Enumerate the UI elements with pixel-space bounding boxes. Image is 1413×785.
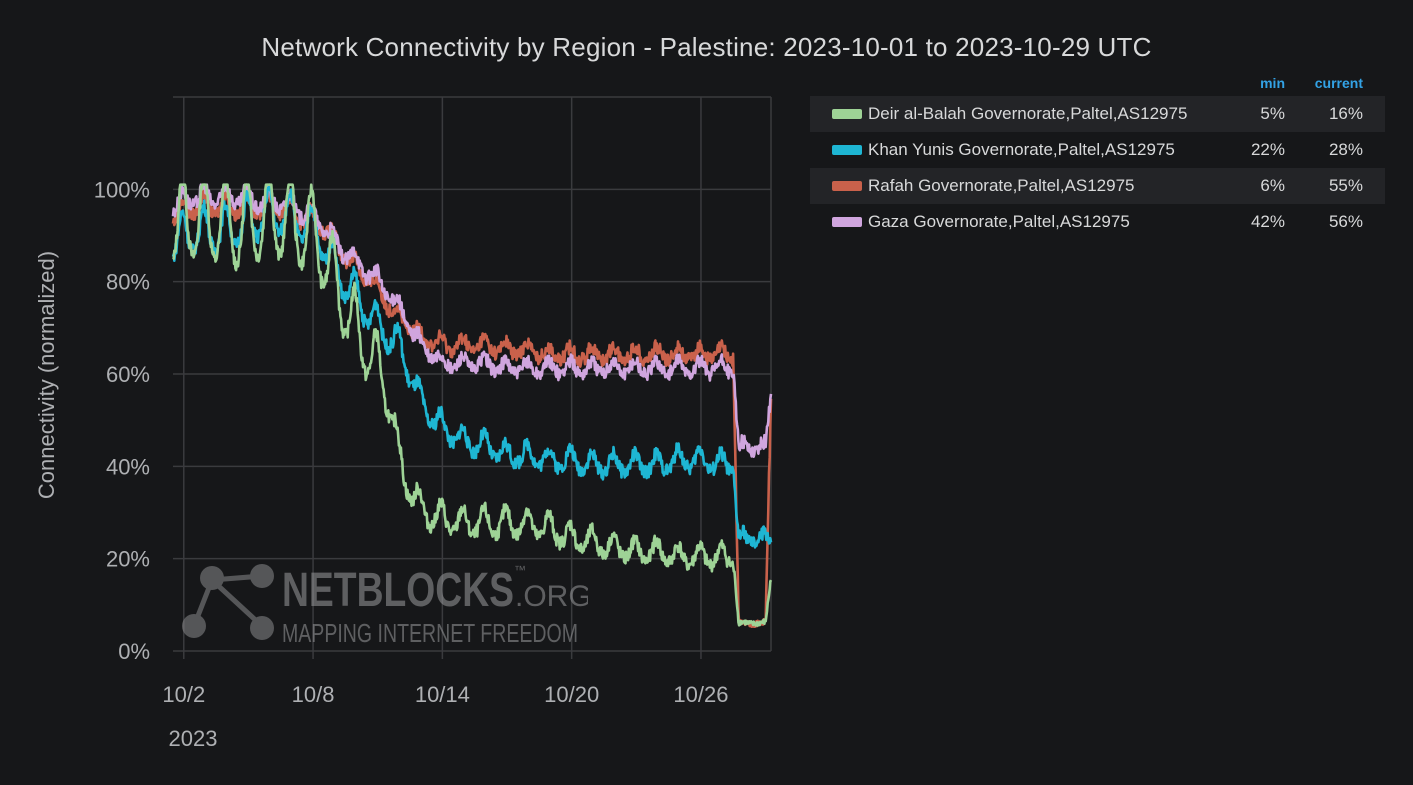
- legend-min-header: min: [1260, 75, 1285, 91]
- y-tick-label: 20%: [106, 547, 150, 572]
- legend-swatch: [832, 109, 862, 119]
- x-tick-label: 10/14: [415, 682, 470, 707]
- legend-current-value: 16%: [1328, 104, 1363, 123]
- y-tick-label: 100%: [94, 177, 150, 202]
- legend-current-header: current: [1314, 75, 1363, 91]
- y-tick-label: 0%: [118, 639, 150, 664]
- chart-title: Network Connectivity by Region - Palesti…: [261, 32, 1152, 62]
- legend-min-value: 42%: [1250, 212, 1285, 231]
- chart-legend: min current Deir al-Balah Governorate,Pa…: [810, 70, 1385, 240]
- watermark-brand: NETBLOCKS: [282, 564, 514, 617]
- x-tick-label: 10/20: [544, 682, 599, 707]
- legend-min-value: 22%: [1250, 140, 1285, 159]
- y-axis-ticks: 0% 20% 40% 60% 80% 100%: [94, 177, 150, 664]
- legend-row[interactable]: Gaza Governorate,Paltel,AS12975 42% 56%: [810, 204, 1385, 240]
- line-chart: 0%20%40%60%80%100% 10/2 10/8 10/14 10/20 10/…: [34, 96, 773, 751]
- legend-current-value: 56%: [1328, 212, 1363, 231]
- legend-row[interactable]: Deir al-Balah Governorate,Paltel,AS12975…: [810, 96, 1385, 132]
- legend-swatch: [832, 181, 862, 191]
- legend-series-name: Gaza Governorate,Paltel,AS12975: [868, 212, 1130, 231]
- y-axis-label: Connectivity (normalized): [34, 251, 59, 499]
- legend-series-name: Khan Yunis Governorate,Paltel,AS12975: [868, 140, 1175, 159]
- watermark-trademark: ™: [514, 563, 526, 577]
- netblocks-watermark: NETBLOCKS ™ .ORG MAPPING INTERNET FREEDO…: [182, 563, 588, 648]
- y-tick-label: 40%: [106, 454, 150, 479]
- legend-swatch: [832, 217, 862, 227]
- y-tick-label: 80%: [106, 270, 150, 295]
- x-tick-label: 10/8: [292, 682, 335, 707]
- legend-row[interactable]: Rafah Governorate,Paltel,AS12975 6% 55%: [810, 168, 1385, 204]
- legend-series-name: Rafah Governorate,Paltel,AS12975: [868, 176, 1135, 195]
- watermark-brand-suffix: .ORG: [515, 580, 588, 613]
- legend-min-value: 5%: [1260, 104, 1285, 123]
- legend-header: min current: [810, 70, 1385, 96]
- legend-min-value: 6%: [1260, 176, 1285, 195]
- legend-swatch: [832, 145, 862, 155]
- series-lines: [171, 183, 773, 629]
- watermark-tagline: MAPPING INTERNET FREEDOM: [282, 618, 578, 648]
- x-axis-year-label: 2023: [169, 726, 218, 751]
- netblocks-logo-icon: [182, 564, 274, 640]
- series-line: [172, 183, 773, 627]
- y-tick-label: 60%: [106, 362, 150, 387]
- x-tick-label: 10/26: [673, 682, 728, 707]
- legend-current-value: 28%: [1328, 140, 1363, 159]
- x-axis-ticks: 10/2 10/8 10/14 10/20 10/26: [162, 651, 728, 707]
- legend-series-name: Deir al-Balah Governorate,Paltel,AS12975: [868, 104, 1188, 123]
- legend-current-value: 55%: [1328, 176, 1363, 195]
- x-tick-label: 10/2: [162, 682, 205, 707]
- legend-row[interactable]: Khan Yunis Governorate,Paltel,AS12975 22%…: [810, 132, 1385, 168]
